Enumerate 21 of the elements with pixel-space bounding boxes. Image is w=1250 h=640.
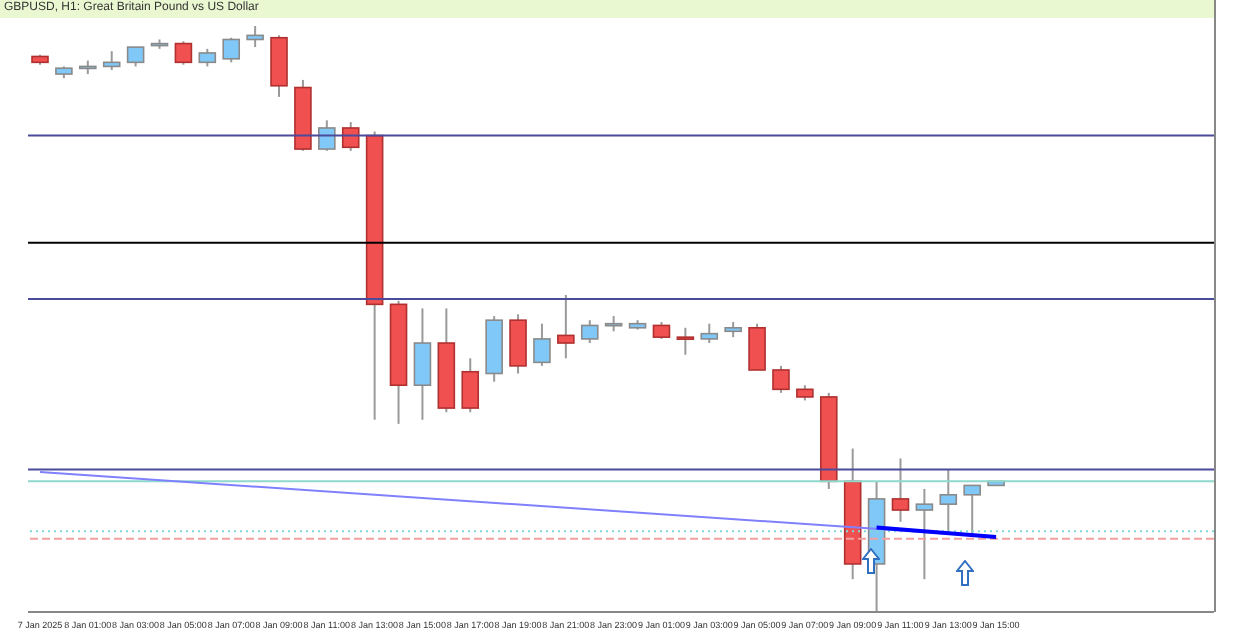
- candlestick: [222, 36, 241, 64]
- candlestick: [891, 457, 910, 523]
- candlestick: [748, 322, 766, 371]
- candlestick: [580, 319, 599, 345]
- candlestick: [700, 322, 719, 345]
- candlestick: [963, 484, 981, 537]
- candlestick: [246, 26, 264, 49]
- candlestick: [533, 322, 551, 367]
- candlestick: [174, 40, 193, 66]
- candlestick: [939, 468, 958, 533]
- candlestick: [318, 119, 336, 152]
- candlestick: [509, 313, 527, 375]
- candlestick: [676, 326, 695, 356]
- candlestick: [772, 364, 790, 394]
- candlestick: [915, 487, 934, 581]
- candlestick: [461, 357, 480, 414]
- candlestick: [557, 293, 575, 360]
- candlestick: [102, 50, 121, 71]
- candlestick: [126, 46, 145, 68]
- candlestick: [413, 307, 432, 421]
- candlestick: [341, 121, 360, 152]
